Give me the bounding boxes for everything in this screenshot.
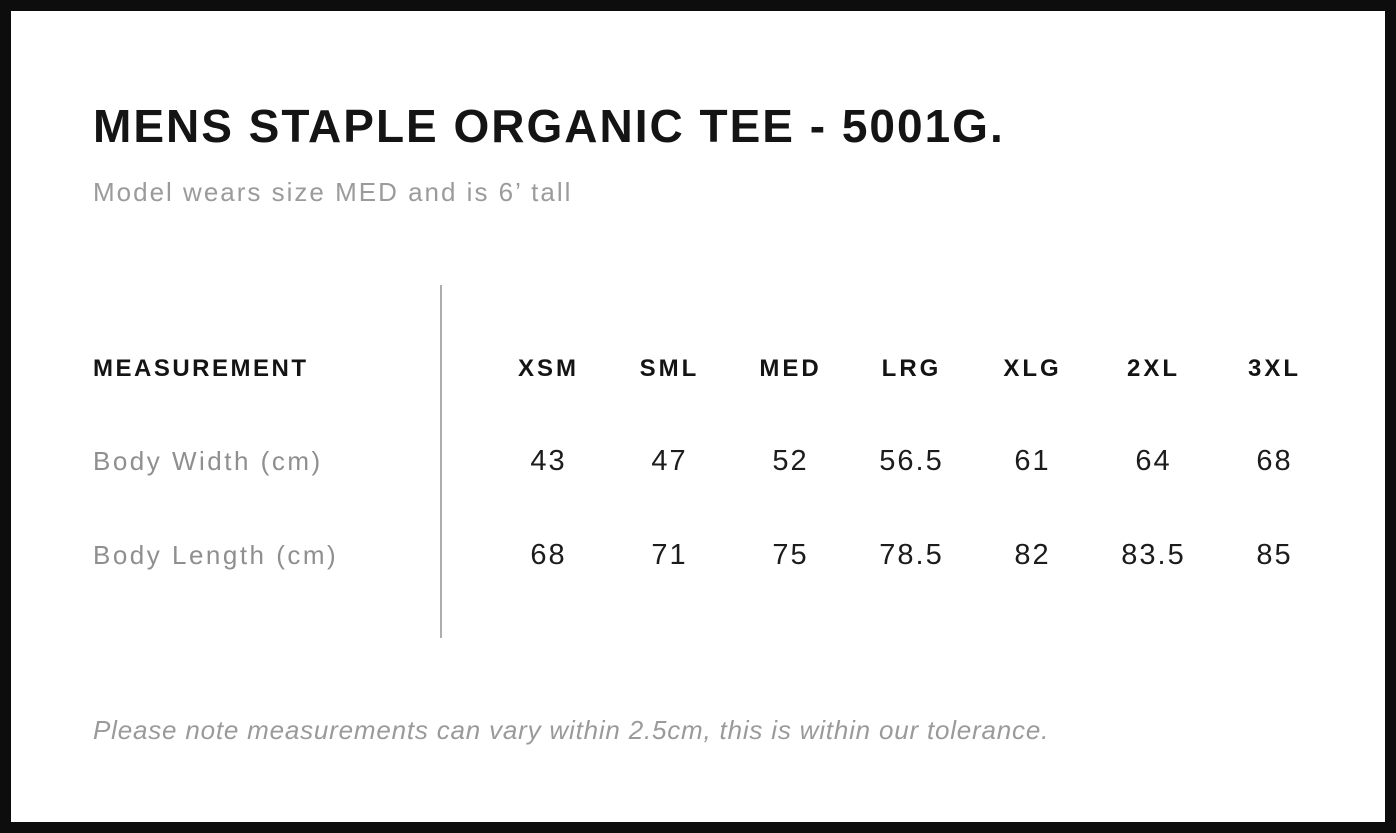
size-table-header-row: MEASUREMENT XSM SML MED LRG XLG 2XL 3XL: [93, 351, 1335, 387]
size-column-header-xlg: XLG: [1003, 355, 1062, 382]
size-column-header-med: MED: [759, 355, 822, 382]
body-length-med: 75: [772, 538, 809, 571]
body-width-med: 52: [772, 444, 809, 477]
body-length-3xl: 85: [1256, 538, 1293, 571]
body-width-xlg: 61: [1014, 444, 1051, 477]
body-length-xlg: 82: [1014, 538, 1051, 571]
body-width-2xl: 64: [1135, 444, 1172, 477]
body-length-2xl: 83.5: [1121, 538, 1186, 571]
size-column-header-2xl: 2XL: [1126, 355, 1180, 382]
body-width-xsm: 43: [530, 444, 567, 477]
model-size-note: Model wears size MED and is 6’ tall: [93, 177, 573, 207]
row-label-body-width: Body Width (cm): [93, 445, 323, 476]
tolerance-note: Please note measurements can vary within…: [93, 715, 1050, 745]
body-width-lrg: 56.5: [879, 444, 944, 477]
row-label-body-length: Body Length (cm): [93, 539, 339, 570]
column-divider: [440, 285, 442, 638]
size-column-header-lrg: LRG: [881, 355, 942, 382]
page-title: MENS STAPLE ORGANIC TEE - 5001G.: [93, 100, 1005, 152]
body-length-lrg: 78.5: [879, 538, 944, 571]
body-width-sml: 47: [651, 444, 688, 477]
body-width-3xl: 68: [1256, 444, 1293, 477]
body-length-xsm: 68: [530, 538, 567, 571]
size-column-header-xsm: XSM: [517, 355, 579, 382]
body-length-sml: 71: [651, 538, 688, 571]
measurement-column-header: MEASUREMENT: [93, 355, 309, 382]
size-column-header-3xl: 3XL: [1247, 355, 1301, 382]
body-width-row: Body Width (cm) 43 47 52 56.5 61 64 68: [93, 443, 1335, 479]
size-column-header-sml: SML: [639, 355, 700, 382]
body-length-row: Body Length (cm) 68 71 75 78.5 82 83.5 8…: [93, 537, 1335, 573]
